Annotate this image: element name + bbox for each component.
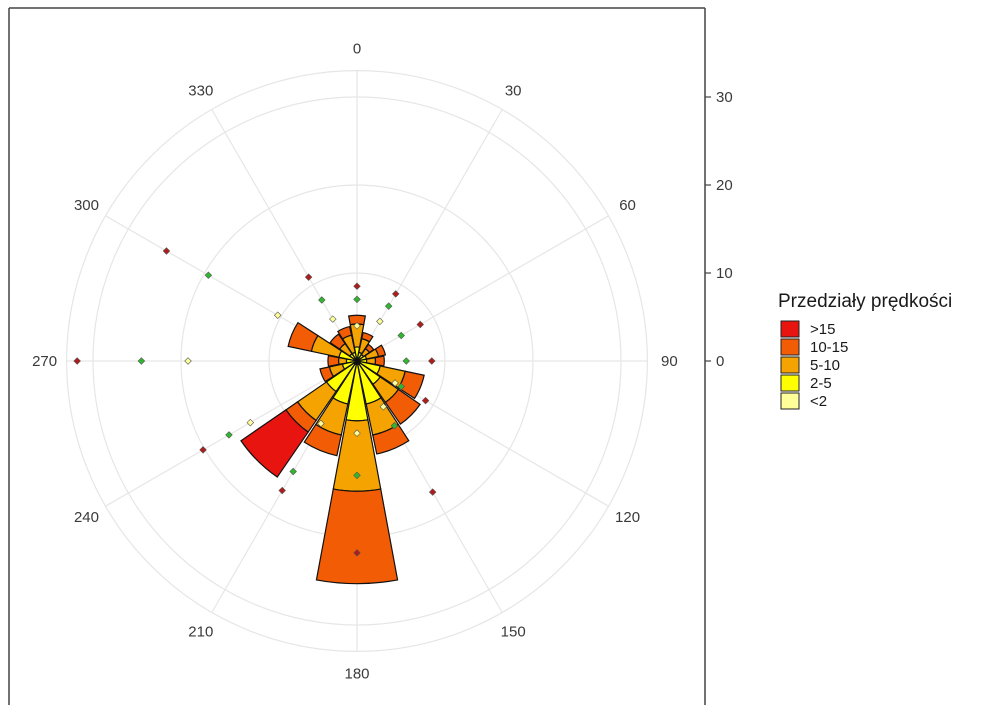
legend-label: 5-10 <box>810 357 840 374</box>
bar-segment <box>374 355 385 367</box>
angle-tick-label: 60 <box>619 197 636 214</box>
point-marker <box>384 302 393 310</box>
angle-tick-label: 300 <box>74 197 99 214</box>
point-marker <box>353 282 361 290</box>
radial-tick-label: 10 <box>716 265 733 282</box>
point-marker <box>397 382 405 391</box>
bar-segment <box>336 325 353 340</box>
angle-tick-label: 30 <box>505 82 522 99</box>
angle-tick-labels: 0 30 60 90 120 150 180 210 240 270 300 330 <box>32 41 678 683</box>
bar-segment <box>287 321 319 353</box>
bar-segment <box>384 388 421 425</box>
angle-tick-label: 240 <box>74 509 99 526</box>
legend-swatch <box>780 356 800 374</box>
point-marker <box>73 357 81 365</box>
point-marker <box>274 311 282 319</box>
bar-segment <box>315 488 399 585</box>
angle-tick-label: 210 <box>188 624 213 641</box>
point-marker <box>318 296 326 304</box>
legend-swatch <box>780 374 800 392</box>
point-marker <box>289 467 297 476</box>
point-marker <box>353 471 361 480</box>
radial-tick-label: 30 <box>716 89 733 106</box>
point-marker <box>428 357 436 365</box>
point-marker <box>390 422 399 430</box>
point-marker <box>162 247 171 255</box>
legend-title: Przedziały prędkości <box>778 291 952 312</box>
point-marker <box>225 431 233 439</box>
bar-segment <box>347 314 367 326</box>
bar-segment <box>303 423 342 457</box>
plot-panel <box>8 7 706 705</box>
bar-segment <box>319 366 335 383</box>
angle-tick-label: 330 <box>188 82 213 99</box>
point-marker <box>184 357 192 365</box>
bar-segment <box>372 423 410 455</box>
legend-label: 2-5 <box>810 375 832 392</box>
bar-segment <box>327 355 340 367</box>
radial-axis-ticks: 0 10 20 30 <box>705 89 733 370</box>
point-marker <box>391 290 400 298</box>
point-marker <box>428 488 437 496</box>
point-marker <box>199 446 207 454</box>
radial-tick-label: 0 <box>716 353 724 370</box>
bar-segment <box>361 331 374 343</box>
bar-segment <box>329 333 346 350</box>
point-marker <box>353 295 361 304</box>
angle-tick-label: 0 <box>353 41 361 58</box>
angle-tick-label: 120 <box>615 509 640 526</box>
legend-label: 10-15 <box>810 339 848 356</box>
point-marker <box>137 357 146 365</box>
point-marker <box>278 486 286 495</box>
point-marker <box>353 429 361 437</box>
bar-segment <box>374 344 387 358</box>
point-marker <box>246 418 255 427</box>
point-marker <box>353 549 361 557</box>
point-marker <box>397 331 405 340</box>
bar-segment <box>397 370 425 400</box>
point-marker <box>204 271 213 279</box>
point-marker <box>402 357 411 365</box>
radial-tick-label: 20 <box>716 177 733 194</box>
legend-swatch <box>780 338 800 356</box>
legend-swatch <box>780 320 800 338</box>
speed-markers <box>73 247 437 557</box>
wind-rose-bars <box>240 314 425 585</box>
point-marker <box>304 273 313 281</box>
point-marker <box>391 379 399 387</box>
point-marker <box>353 322 361 330</box>
angle-tick-label: 150 <box>501 624 526 641</box>
legend-label: <2 <box>810 393 827 410</box>
bar-segment <box>240 409 309 478</box>
point-marker <box>421 396 430 405</box>
angle-tick-label: 270 <box>32 353 57 370</box>
point-marker <box>379 403 388 411</box>
point-marker <box>329 315 337 323</box>
legend-label: >15 <box>810 321 835 338</box>
point-marker <box>416 320 424 329</box>
angle-tick-label: 90 <box>661 353 678 370</box>
legend-swatch <box>780 392 800 410</box>
angle-tick-label: 180 <box>344 665 369 682</box>
point-marker <box>317 419 325 428</box>
point-marker <box>376 317 384 326</box>
